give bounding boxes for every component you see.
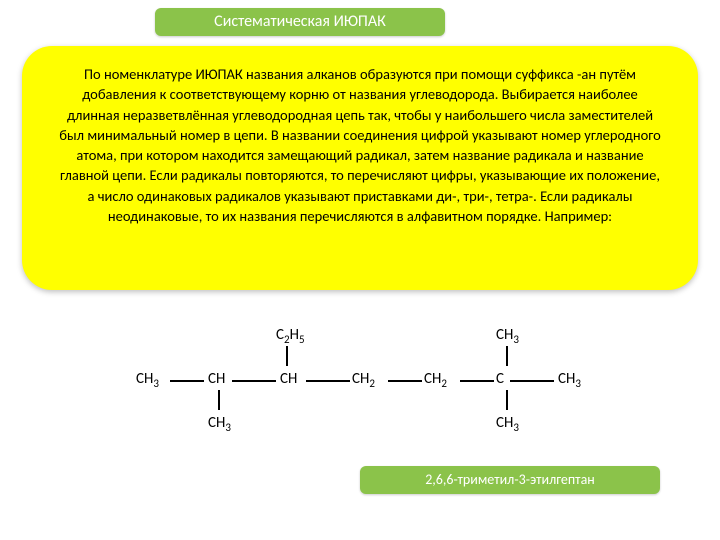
bond-h xyxy=(460,380,494,382)
atom-label: CH2 xyxy=(352,370,375,390)
bond-v xyxy=(506,390,508,410)
atom-label: CH xyxy=(208,370,225,388)
bond-h xyxy=(388,380,422,382)
bond-h xyxy=(306,380,350,382)
atom-label: CH3 xyxy=(558,370,581,390)
atom-label: C xyxy=(496,370,504,388)
bond-v xyxy=(506,346,508,366)
page-title: Систематическая ИЮПАК xyxy=(155,8,445,36)
atom-label: CH3 xyxy=(208,414,231,434)
explanation-text: По номенклатуре ИЮПАК названия алканов о… xyxy=(59,65,660,225)
bond-h xyxy=(170,380,204,382)
atom-label: CH3 xyxy=(136,370,159,390)
bond-h xyxy=(510,380,554,382)
bond-h xyxy=(232,380,276,382)
atom-label: CH xyxy=(280,370,297,388)
atom-label: CH3 xyxy=(496,414,519,434)
bond-v xyxy=(286,346,288,366)
atom-label: C2H5 xyxy=(276,326,305,346)
compound-name: 2,6,6-триметил-3-этилгептан xyxy=(360,466,660,494)
atom-label: CH2 xyxy=(424,370,447,390)
atom-label: CH3 xyxy=(496,326,519,346)
structural-formula: CH3 CH CH CH2 CH2 C CH3 CH3 C2H5 CH3 CH3 xyxy=(100,310,620,440)
bond-v xyxy=(218,390,220,410)
explanation-card: По номенклатуре ИЮПАК названия алканов о… xyxy=(22,46,698,290)
